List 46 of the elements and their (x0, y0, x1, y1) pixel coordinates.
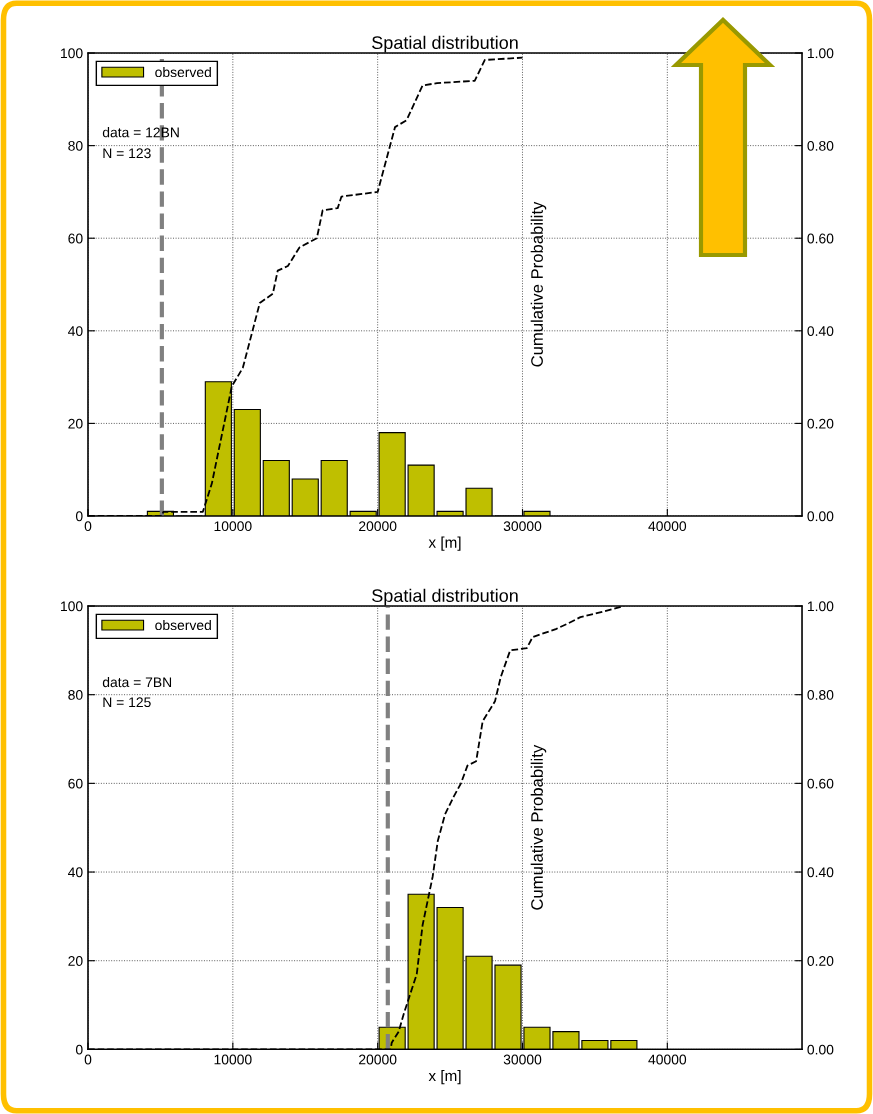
y-tick-label: 20 (68, 956, 83, 966)
annotation: N = 125 (103, 697, 151, 708)
annotation: N = 123 (103, 148, 151, 159)
y-tick-label: 40 (68, 326, 83, 336)
y-tick-label: 80 (68, 690, 83, 700)
y2-tick-label: 1.00 (807, 601, 834, 612)
chart-title: Spatial distribution (372, 35, 518, 53)
y2-tick-label: 1.00 (807, 48, 834, 59)
y-tick-label: 80 (68, 140, 83, 151)
y2-tick-label: 0.00 (807, 1044, 834, 1055)
annotation: data = 7BN (102, 676, 172, 688)
y-tick-label: 60 (68, 778, 83, 789)
y2-tick-label: 0.40 (807, 326, 834, 336)
x-tick-label: 10000 (214, 1054, 252, 1065)
y2-axis-title: Cumulative Probability (530, 201, 547, 367)
x-tick-label: 40000 (648, 521, 687, 532)
y2-tick-label: 0.80 (807, 690, 834, 700)
y-tick-label: 0 (75, 1044, 83, 1055)
x-axis-title: x [m] (428, 536, 461, 551)
y2-tick-label: 0.80 (807, 140, 834, 151)
y-tick-label: 60 (68, 233, 83, 244)
x-tick-label: 20000 (359, 521, 397, 532)
y-tick-label: 0 (75, 511, 83, 522)
x-tick-label: 0 (84, 1054, 92, 1065)
x-tick-label: 10000 (214, 521, 252, 532)
x-tick-label: 0 (84, 521, 92, 532)
y2-tick-label: 0.20 (807, 418, 834, 429)
y-tick-label: 100 (61, 48, 83, 59)
x-tick-label: 30000 (503, 1054, 542, 1065)
y2-tick-label: 0.40 (807, 867, 834, 878)
y-tick-label: 100 (61, 601, 83, 612)
y2-tick-label: 0.60 (807, 233, 834, 244)
x-tick-label: 40000 (648, 1054, 687, 1065)
legend-label: observed (155, 66, 211, 78)
y2-tick-label: 0.60 (807, 778, 834, 789)
x-axis-title: x [m] (428, 1069, 461, 1085)
x-tick-label: 20000 (359, 1054, 397, 1065)
y-tick-label: 20 (68, 418, 83, 429)
y2-tick-label: 0.00 (807, 511, 834, 522)
annotation: data = 12BN (102, 127, 179, 138)
y2-tick-label: 0.20 (807, 956, 834, 966)
legend-label: observed (155, 619, 211, 631)
y-tick-label: 40 (68, 867, 83, 878)
x-tick-label: 30000 (503, 521, 542, 532)
y2-axis-title: Cumulative Probability (530, 744, 547, 910)
chart-title: Spatial distribution (372, 588, 518, 606)
